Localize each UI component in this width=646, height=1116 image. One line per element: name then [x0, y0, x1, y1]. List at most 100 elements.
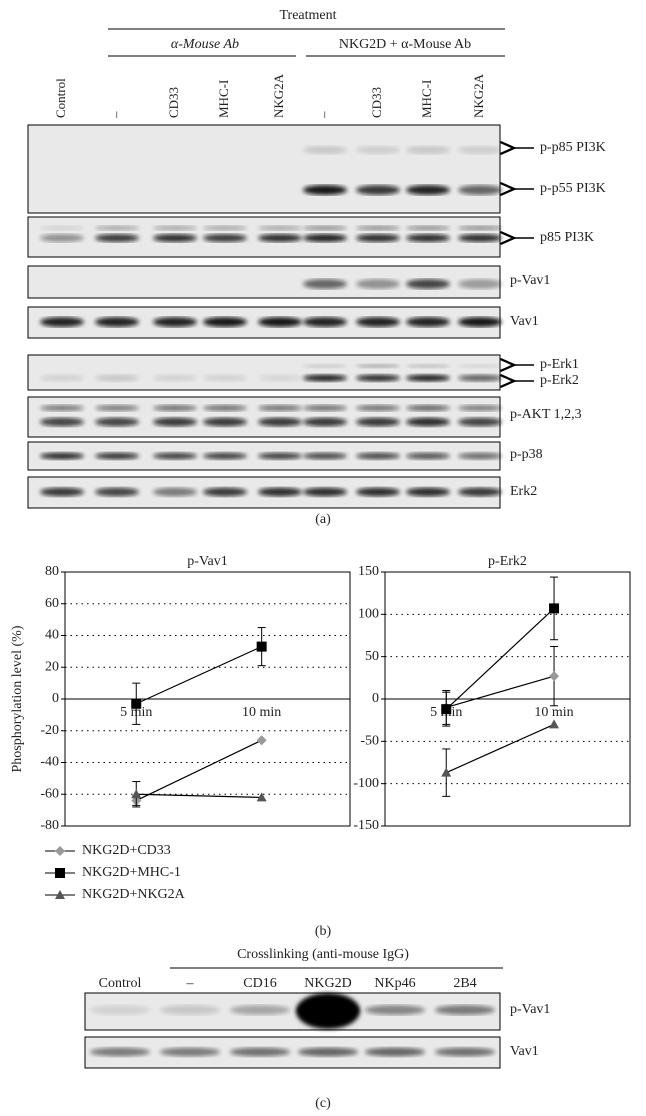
band	[40, 452, 84, 460]
column-label: MHC-I	[419, 80, 434, 118]
band	[303, 146, 347, 154]
legend-label: NKG2D+MHC-1	[82, 865, 181, 880]
band	[40, 417, 84, 427]
marker	[55, 868, 65, 878]
band	[458, 405, 502, 411]
y-tick-label: 80	[45, 564, 59, 579]
column-label: NKG2D	[304, 976, 351, 991]
band	[95, 487, 139, 497]
marker	[131, 789, 142, 799]
y-tick-label: -150	[353, 818, 379, 833]
column-label: –	[108, 111, 123, 119]
row-label: Vav1	[510, 1044, 539, 1059]
marker	[131, 698, 142, 709]
series-line	[446, 723, 555, 774]
row-label: p85 PI3K	[540, 230, 594, 245]
band	[406, 405, 450, 411]
band	[458, 317, 502, 327]
band	[298, 1047, 358, 1057]
band	[406, 185, 450, 195]
band	[95, 452, 139, 460]
column-label: Control	[99, 976, 142, 991]
band	[203, 452, 247, 460]
band	[153, 317, 197, 327]
y-axis-label: Phosphorylation level (%)	[10, 625, 25, 772]
band	[296, 993, 360, 1029]
band	[365, 1047, 425, 1057]
caption: (b)	[315, 924, 332, 939]
band	[458, 185, 502, 195]
marker	[55, 846, 65, 856]
y-tick-label: -50	[360, 734, 379, 749]
band	[365, 1005, 425, 1015]
marker	[55, 890, 65, 899]
y-tick-label: 40	[45, 628, 59, 643]
band	[406, 234, 450, 242]
row-label: p-Erk1	[540, 357, 579, 372]
y-tick-label: 150	[358, 564, 379, 579]
band	[258, 405, 302, 411]
band	[303, 487, 347, 497]
band	[435, 1005, 495, 1015]
band	[303, 225, 347, 231]
column-label: NKG2A	[471, 73, 486, 118]
band	[153, 374, 197, 382]
band	[303, 374, 347, 382]
band	[230, 1005, 290, 1015]
marker	[549, 719, 560, 729]
band	[40, 234, 84, 242]
band	[303, 185, 347, 195]
y-tick-label: -100	[353, 776, 379, 791]
blot	[27, 354, 501, 391]
band	[458, 234, 502, 242]
series-line	[136, 646, 262, 705]
band	[258, 225, 302, 231]
marker	[441, 704, 452, 715]
group-label: α-Mouse Ab	[171, 37, 239, 52]
band	[458, 225, 502, 231]
band	[406, 452, 450, 460]
series-line	[135, 739, 262, 802]
band	[40, 487, 84, 497]
band	[356, 452, 400, 460]
header: Treatment	[279, 8, 336, 23]
chart-title: p-Vav1	[187, 554, 227, 569]
band	[303, 317, 347, 327]
marker	[256, 792, 267, 802]
band	[203, 417, 247, 427]
band	[406, 225, 450, 231]
caption: (a)	[315, 512, 331, 527]
y-tick-label: -40	[40, 755, 59, 770]
band	[356, 417, 400, 427]
band	[203, 234, 247, 242]
x-tick-label: 10 min	[242, 705, 281, 720]
group-label: NKG2D + α-Mouse Ab	[339, 37, 471, 52]
blot	[27, 124, 501, 214]
band	[356, 185, 400, 195]
x-tick-label: 10 min	[534, 705, 573, 720]
blot	[84, 1036, 501, 1069]
band	[458, 279, 502, 289]
row-label: Vav1	[510, 314, 539, 329]
marker	[549, 671, 560, 682]
band	[203, 225, 247, 231]
band	[258, 487, 302, 497]
row-label: p-Vav1	[510, 273, 550, 288]
band	[458, 146, 502, 154]
band	[458, 487, 502, 497]
y-tick-label: 60	[45, 596, 59, 611]
y-tick-label: 50	[365, 649, 379, 664]
band	[303, 405, 347, 411]
y-tick-label: 100	[358, 607, 379, 622]
band	[406, 364, 450, 368]
y-tick-label: -20	[40, 723, 59, 738]
band	[95, 317, 139, 327]
band	[406, 317, 450, 327]
row-label: p-p85 PI3K	[540, 140, 606, 155]
band	[160, 1005, 220, 1015]
row-label: p-p55 PI3K	[540, 181, 606, 196]
band	[40, 405, 84, 411]
band	[95, 405, 139, 411]
row-label: Erk2	[510, 484, 537, 499]
